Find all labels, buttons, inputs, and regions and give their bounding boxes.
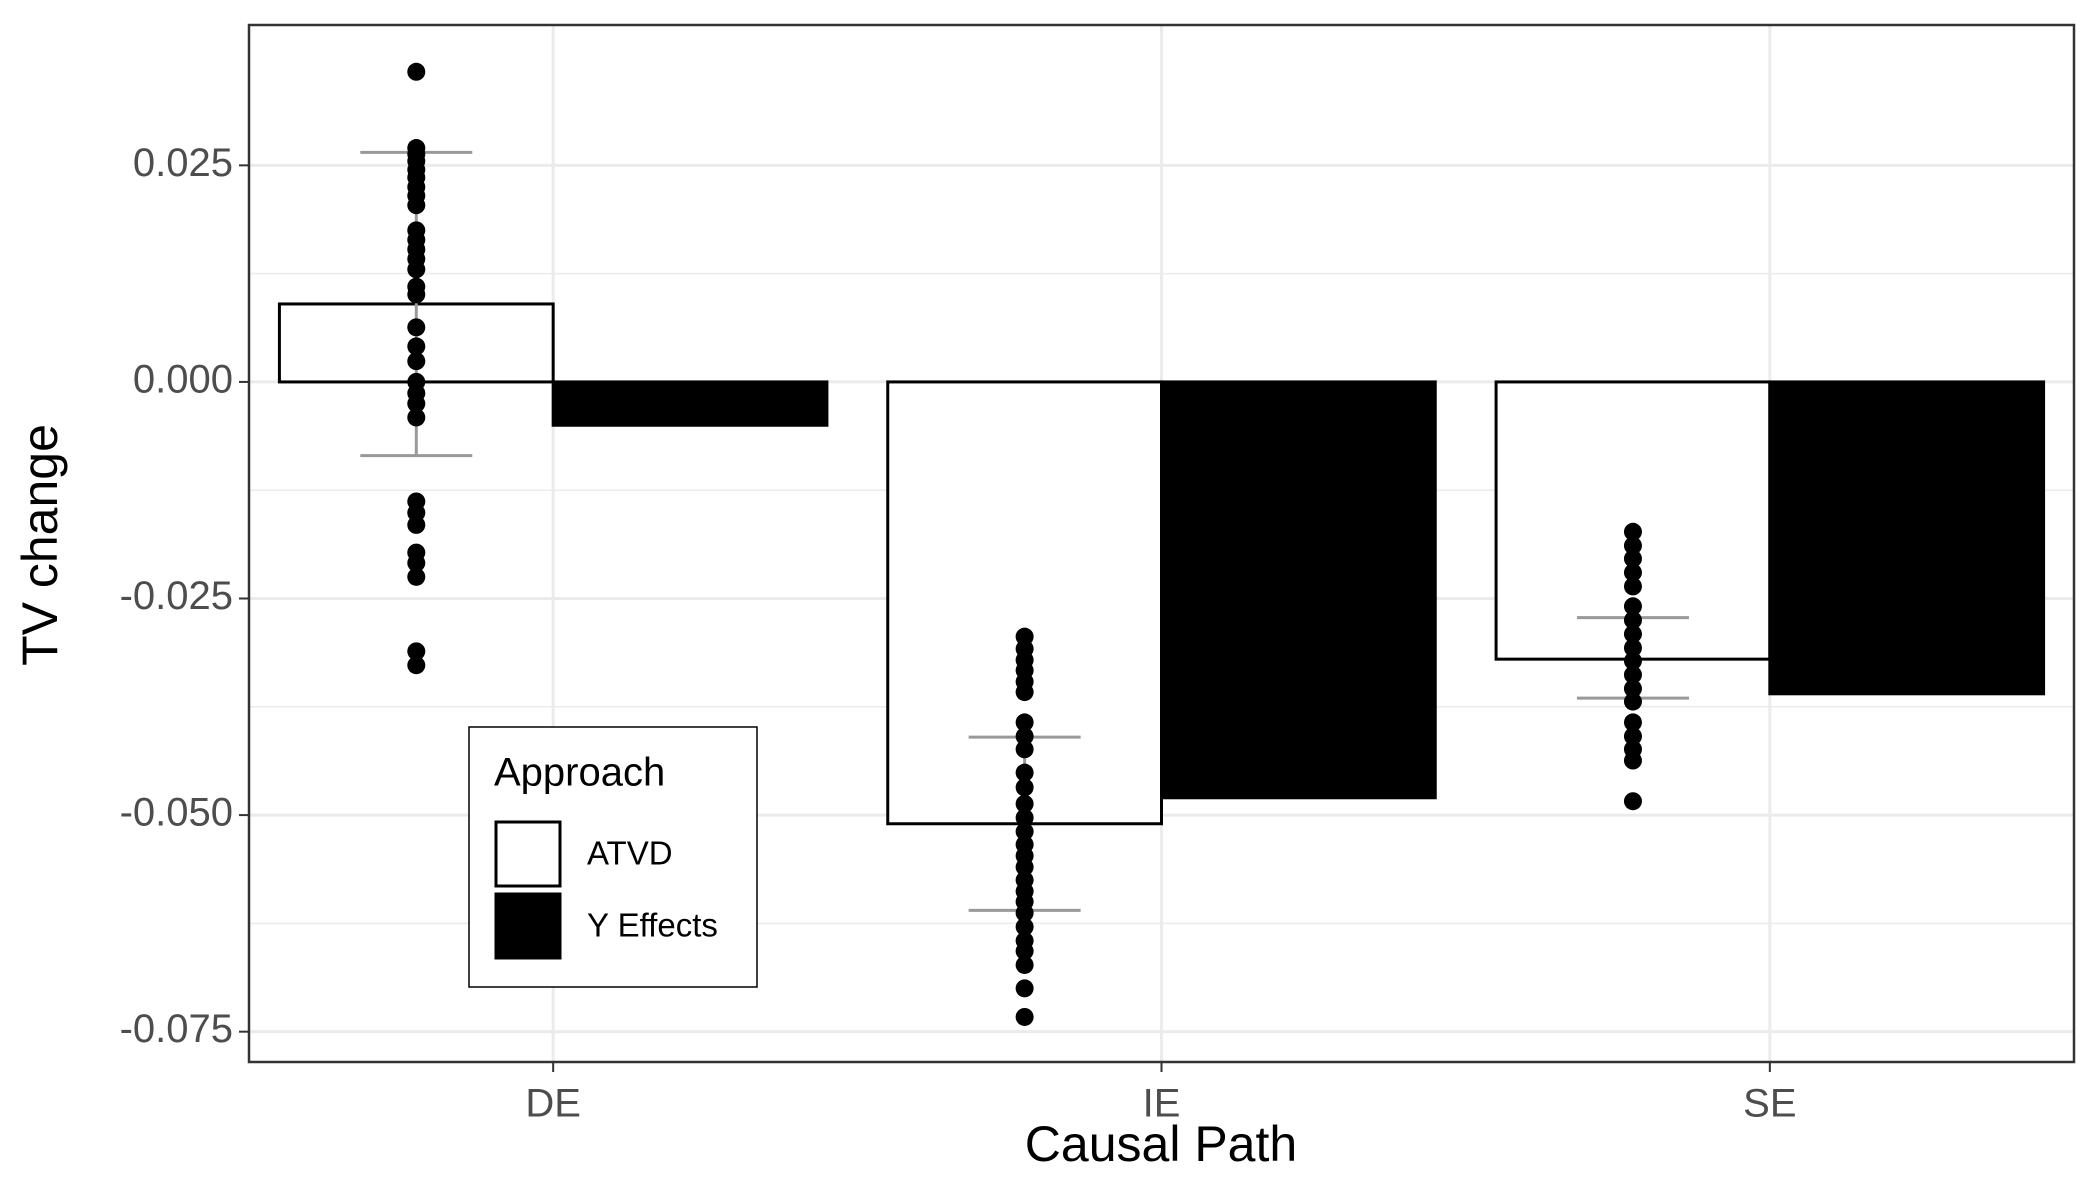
point (407, 196, 426, 215)
point (407, 642, 426, 661)
point (1015, 917, 1034, 936)
y-tick-label: -0.075 (120, 1007, 233, 1051)
point (407, 553, 426, 572)
point (1015, 903, 1034, 922)
x-tick-label: SE (1743, 1082, 1796, 1126)
point (1015, 1007, 1034, 1026)
point (1015, 683, 1034, 702)
point (1015, 740, 1034, 759)
point (1015, 794, 1034, 813)
point (1015, 727, 1034, 746)
point (1623, 651, 1642, 670)
x-tick-label: IE (1143, 1082, 1181, 1126)
x-axis-label: Causal Path (1025, 1116, 1297, 1172)
point (1623, 522, 1642, 541)
point (1623, 679, 1642, 698)
legend-title: Approach (494, 751, 665, 795)
point (407, 394, 426, 413)
point (1015, 955, 1034, 974)
x-tick-label: DE (525, 1082, 581, 1126)
legend-label: Y Effects (587, 907, 718, 944)
point (1623, 692, 1642, 711)
point (1623, 597, 1642, 616)
y-axis-label: TV change (12, 424, 68, 666)
point (1623, 536, 1642, 555)
point (1015, 778, 1034, 797)
point (1623, 792, 1642, 811)
point (1623, 625, 1642, 644)
point (1623, 549, 1642, 568)
y-tick-label: 0.025 (133, 141, 233, 185)
point (1623, 665, 1642, 684)
point (407, 318, 426, 337)
point (407, 62, 426, 81)
point (1623, 727, 1642, 746)
point (1015, 979, 1034, 998)
point (1015, 942, 1034, 961)
legend-key (494, 820, 562, 888)
point (1623, 751, 1642, 770)
point (407, 408, 426, 427)
legend-key (494, 892, 562, 960)
point (407, 567, 426, 586)
bar (551, 380, 829, 427)
point (1015, 763, 1034, 782)
point (1623, 611, 1642, 630)
point (1623, 638, 1642, 657)
point (1015, 808, 1034, 827)
y-tick-label: -0.025 (120, 574, 233, 618)
bar (1160, 380, 1437, 800)
legend-label: ATVD (587, 835, 673, 872)
point (407, 337, 426, 356)
point (407, 260, 426, 279)
y-tick-label: -0.050 (120, 791, 233, 835)
y-tick-label: 0.000 (133, 357, 233, 401)
point (1623, 563, 1642, 582)
point (1015, 858, 1034, 877)
bar (1768, 380, 2046, 696)
point (1623, 713, 1642, 732)
point (407, 285, 426, 304)
point (407, 515, 426, 534)
point (1015, 713, 1034, 732)
point (407, 656, 426, 675)
point (407, 352, 426, 371)
point (1015, 822, 1034, 841)
point (1623, 577, 1642, 596)
